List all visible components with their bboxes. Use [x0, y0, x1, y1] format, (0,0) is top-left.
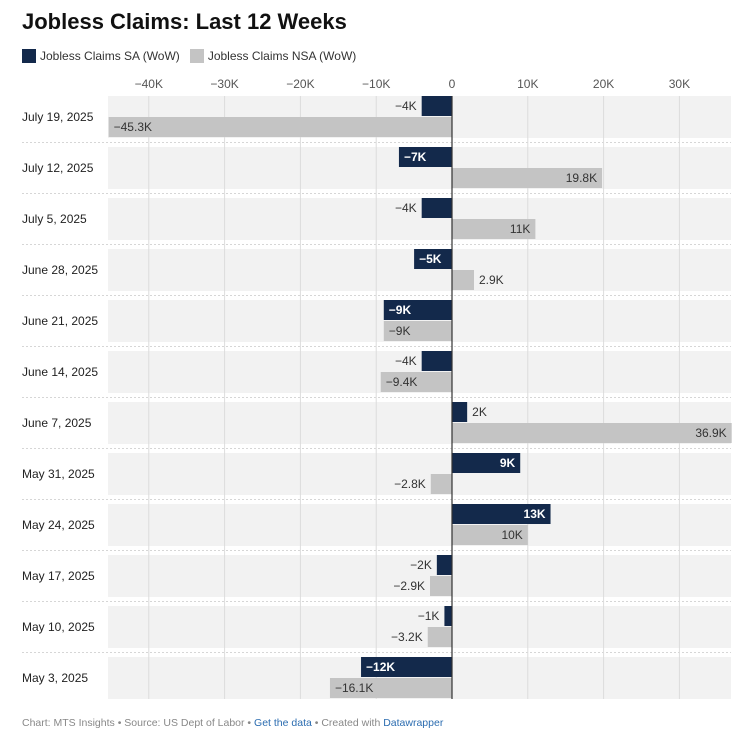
- bar-nsa: [380, 372, 452, 392]
- category-label: May 3, 2025: [22, 671, 88, 685]
- data-label: −45.3K: [114, 120, 152, 134]
- category-label: June 7, 2025: [22, 416, 92, 430]
- bar-nsa: [452, 525, 528, 545]
- data-label: 36.9K: [695, 426, 726, 440]
- data-label: −5K: [419, 252, 442, 266]
- get-data-link[interactable]: Get the data: [254, 717, 312, 729]
- bar-sa: [452, 453, 521, 473]
- data-label: −4K: [395, 99, 417, 113]
- data-label: −9.4K: [386, 375, 418, 389]
- data-label: −4K: [395, 354, 417, 368]
- bar-sa: [414, 249, 452, 269]
- x-tick-label: −20K: [286, 77, 314, 91]
- x-tick-label: −10K: [362, 77, 390, 91]
- bar-sa: [398, 147, 452, 167]
- data-label: −1K: [418, 609, 440, 623]
- row-background: [108, 198, 731, 240]
- bar-sa: [383, 300, 452, 320]
- x-tick-label: 0: [449, 77, 456, 91]
- bar-sa: [421, 96, 452, 116]
- x-tick-label: 20K: [593, 77, 614, 91]
- legend-item-sa: Jobless Claims SA (WoW): [22, 49, 180, 63]
- category-label: May 17, 2025: [22, 569, 95, 583]
- datawrapper-link[interactable]: Datawrapper: [383, 717, 444, 729]
- x-tick-label: −40K: [135, 77, 163, 91]
- data-label: −2.9K: [393, 579, 425, 593]
- bar-sa: [444, 606, 452, 626]
- data-label: 13K: [524, 507, 546, 521]
- data-label: −3.2K: [391, 630, 423, 644]
- footer-source: Chart: MTS Insights • Source: US Dept of…: [22, 717, 255, 729]
- bar-sa: [452, 504, 551, 524]
- category-label: June 28, 2025: [22, 263, 98, 277]
- bar-nsa: [383, 321, 452, 341]
- x-tick-label: 30K: [669, 77, 690, 91]
- category-label: June 21, 2025: [22, 314, 98, 328]
- bar-sa: [421, 351, 452, 371]
- footer-separator: • Created with: [311, 717, 384, 729]
- data-label: −12K: [366, 660, 395, 674]
- data-label: 2K: [472, 405, 487, 419]
- bar-nsa: [452, 219, 536, 239]
- bar-sa: [452, 402, 468, 422]
- data-label: −7K: [404, 150, 427, 164]
- bar-nsa: [108, 117, 452, 137]
- data-label: −9K: [389, 324, 411, 338]
- legend-label-nsa: Jobless Claims NSA (WoW): [207, 49, 357, 63]
- bar-sa: [421, 198, 452, 218]
- x-tick-label: 10K: [517, 77, 538, 91]
- legend-swatch-nsa: [189, 49, 204, 63]
- legend: Jobless Claims SA (WoW) Jobless Claims N…: [22, 49, 366, 63]
- bar-nsa: [430, 474, 452, 494]
- category-label: May 31, 2025: [22, 467, 95, 481]
- bar-nsa: [452, 270, 474, 290]
- bar-chart: −40K −30K −20K −10K 0 10K 20K 30K July 19, 2025 J…: [22, 77, 732, 699]
- data-label: −2.8K: [394, 477, 426, 491]
- bar-nsa: [452, 168, 603, 188]
- category-label: May 24, 2025: [22, 518, 95, 532]
- bar-nsa: [329, 678, 452, 698]
- data-label: 19.8K: [566, 171, 597, 185]
- row-background: [108, 504, 731, 546]
- data-label: 9K: [500, 456, 516, 470]
- data-label: 2.9K: [479, 273, 504, 287]
- data-label: −2K: [410, 558, 432, 572]
- category-label: July 5, 2025: [22, 212, 87, 226]
- bar-nsa: [430, 576, 452, 596]
- data-label: 11K: [510, 222, 530, 236]
- data-label: −16.1K: [335, 681, 373, 695]
- bar-nsa: [427, 627, 452, 647]
- data-label: 10K: [501, 528, 522, 542]
- category-label: July 19, 2025: [22, 110, 94, 124]
- row-background: [108, 606, 731, 648]
- bar-nsa: [452, 423, 732, 443]
- chart-title: Jobless Claims: Last 12 Weeks: [22, 9, 347, 34]
- legend-item-nsa: Jobless Claims NSA (WoW): [189, 49, 357, 63]
- legend-label-sa: Jobless Claims SA (WoW): [40, 49, 180, 63]
- legend-swatch-sa: [22, 49, 36, 63]
- x-tick-label: −30K: [210, 77, 238, 91]
- data-label: −4K: [395, 201, 417, 215]
- footer: Chart: MTS Insights • Source: US Dept of…: [22, 717, 443, 729]
- data-label: −9K: [389, 303, 412, 317]
- category-label: July 12, 2025: [22, 161, 94, 175]
- category-label: June 14, 2025: [22, 365, 98, 379]
- category-label: May 10, 2025: [22, 620, 95, 634]
- row-background: [108, 555, 731, 597]
- bar-sa: [436, 555, 452, 575]
- bar-sa: [361, 657, 452, 677]
- row-background: [108, 453, 731, 495]
